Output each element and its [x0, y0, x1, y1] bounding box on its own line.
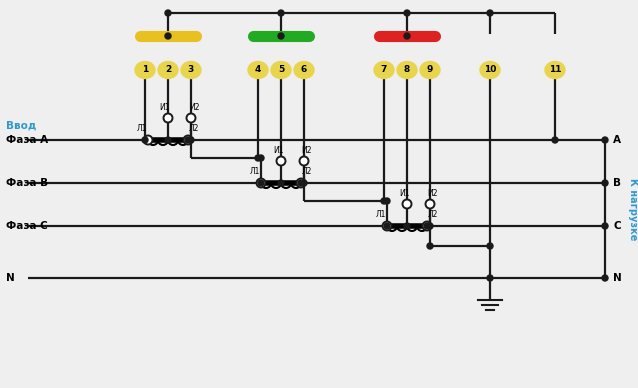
- Text: К нагрузке: К нагрузке: [628, 178, 638, 240]
- Text: 11: 11: [549, 66, 561, 74]
- Text: Л1: Л1: [376, 210, 386, 219]
- Circle shape: [403, 199, 412, 208]
- Text: 4: 4: [255, 66, 261, 74]
- Text: 3: 3: [188, 66, 194, 74]
- Circle shape: [383, 222, 392, 230]
- Circle shape: [163, 114, 172, 123]
- Text: C: C: [613, 221, 621, 231]
- Circle shape: [384, 223, 390, 229]
- Circle shape: [427, 223, 433, 229]
- Circle shape: [299, 156, 309, 166]
- Ellipse shape: [545, 62, 565, 78]
- Circle shape: [487, 10, 493, 16]
- Text: Фаза C: Фаза C: [6, 221, 48, 231]
- Text: 6: 6: [301, 66, 307, 74]
- Circle shape: [602, 137, 608, 143]
- Circle shape: [384, 198, 390, 204]
- Circle shape: [276, 156, 285, 166]
- Ellipse shape: [374, 62, 394, 78]
- Text: И1: И1: [399, 189, 409, 198]
- Text: Л2: Л2: [302, 167, 313, 176]
- Circle shape: [184, 135, 193, 144]
- Circle shape: [278, 33, 284, 39]
- Text: N: N: [6, 273, 15, 283]
- Circle shape: [256, 178, 265, 187]
- Text: И2: И2: [302, 146, 312, 155]
- Text: Фаза A: Фаза A: [6, 135, 48, 145]
- Circle shape: [426, 199, 434, 208]
- Text: 9: 9: [427, 66, 433, 74]
- Text: 2: 2: [165, 66, 171, 74]
- Text: Л1: Л1: [249, 167, 260, 176]
- Circle shape: [602, 275, 608, 281]
- Circle shape: [404, 10, 410, 16]
- Text: 7: 7: [381, 66, 387, 74]
- Ellipse shape: [271, 62, 291, 78]
- Ellipse shape: [158, 62, 178, 78]
- Circle shape: [602, 180, 608, 186]
- Circle shape: [297, 178, 306, 187]
- Text: И2: И2: [189, 103, 199, 112]
- Circle shape: [258, 155, 264, 161]
- Text: Л2: Л2: [189, 124, 199, 133]
- Ellipse shape: [480, 62, 500, 78]
- Circle shape: [404, 33, 410, 39]
- Circle shape: [165, 33, 171, 39]
- Circle shape: [255, 155, 261, 161]
- Circle shape: [301, 180, 307, 186]
- Circle shape: [144, 135, 152, 144]
- Text: A: A: [613, 135, 621, 145]
- Circle shape: [165, 137, 171, 143]
- Circle shape: [258, 180, 264, 186]
- Ellipse shape: [181, 62, 201, 78]
- Circle shape: [424, 223, 430, 229]
- Circle shape: [487, 275, 493, 281]
- Circle shape: [552, 137, 558, 143]
- Text: 5: 5: [278, 66, 284, 74]
- Text: 8: 8: [404, 66, 410, 74]
- Ellipse shape: [397, 62, 417, 78]
- Text: Фаза B: Фаза B: [6, 178, 48, 188]
- Circle shape: [487, 243, 493, 249]
- Circle shape: [427, 243, 433, 249]
- Circle shape: [142, 137, 148, 143]
- Circle shape: [186, 114, 195, 123]
- Text: И1: И1: [273, 146, 283, 155]
- Ellipse shape: [294, 62, 314, 78]
- Circle shape: [404, 223, 410, 229]
- Text: Л1: Л1: [137, 124, 147, 133]
- Text: B: B: [613, 178, 621, 188]
- Text: N: N: [613, 273, 622, 283]
- Ellipse shape: [135, 62, 155, 78]
- Text: 1: 1: [142, 66, 148, 74]
- Text: И2: И2: [427, 189, 438, 198]
- Circle shape: [602, 223, 608, 229]
- Circle shape: [185, 137, 191, 143]
- Ellipse shape: [248, 62, 268, 78]
- Circle shape: [278, 180, 284, 186]
- Circle shape: [278, 10, 284, 16]
- Ellipse shape: [420, 62, 440, 78]
- Circle shape: [298, 180, 304, 186]
- Text: И1: И1: [160, 103, 170, 112]
- Circle shape: [165, 10, 171, 16]
- Text: Л2: Л2: [428, 210, 438, 219]
- Text: 10: 10: [484, 66, 496, 74]
- Circle shape: [188, 137, 194, 143]
- Circle shape: [422, 222, 431, 230]
- Circle shape: [381, 198, 387, 204]
- Text: Ввод: Ввод: [6, 121, 36, 131]
